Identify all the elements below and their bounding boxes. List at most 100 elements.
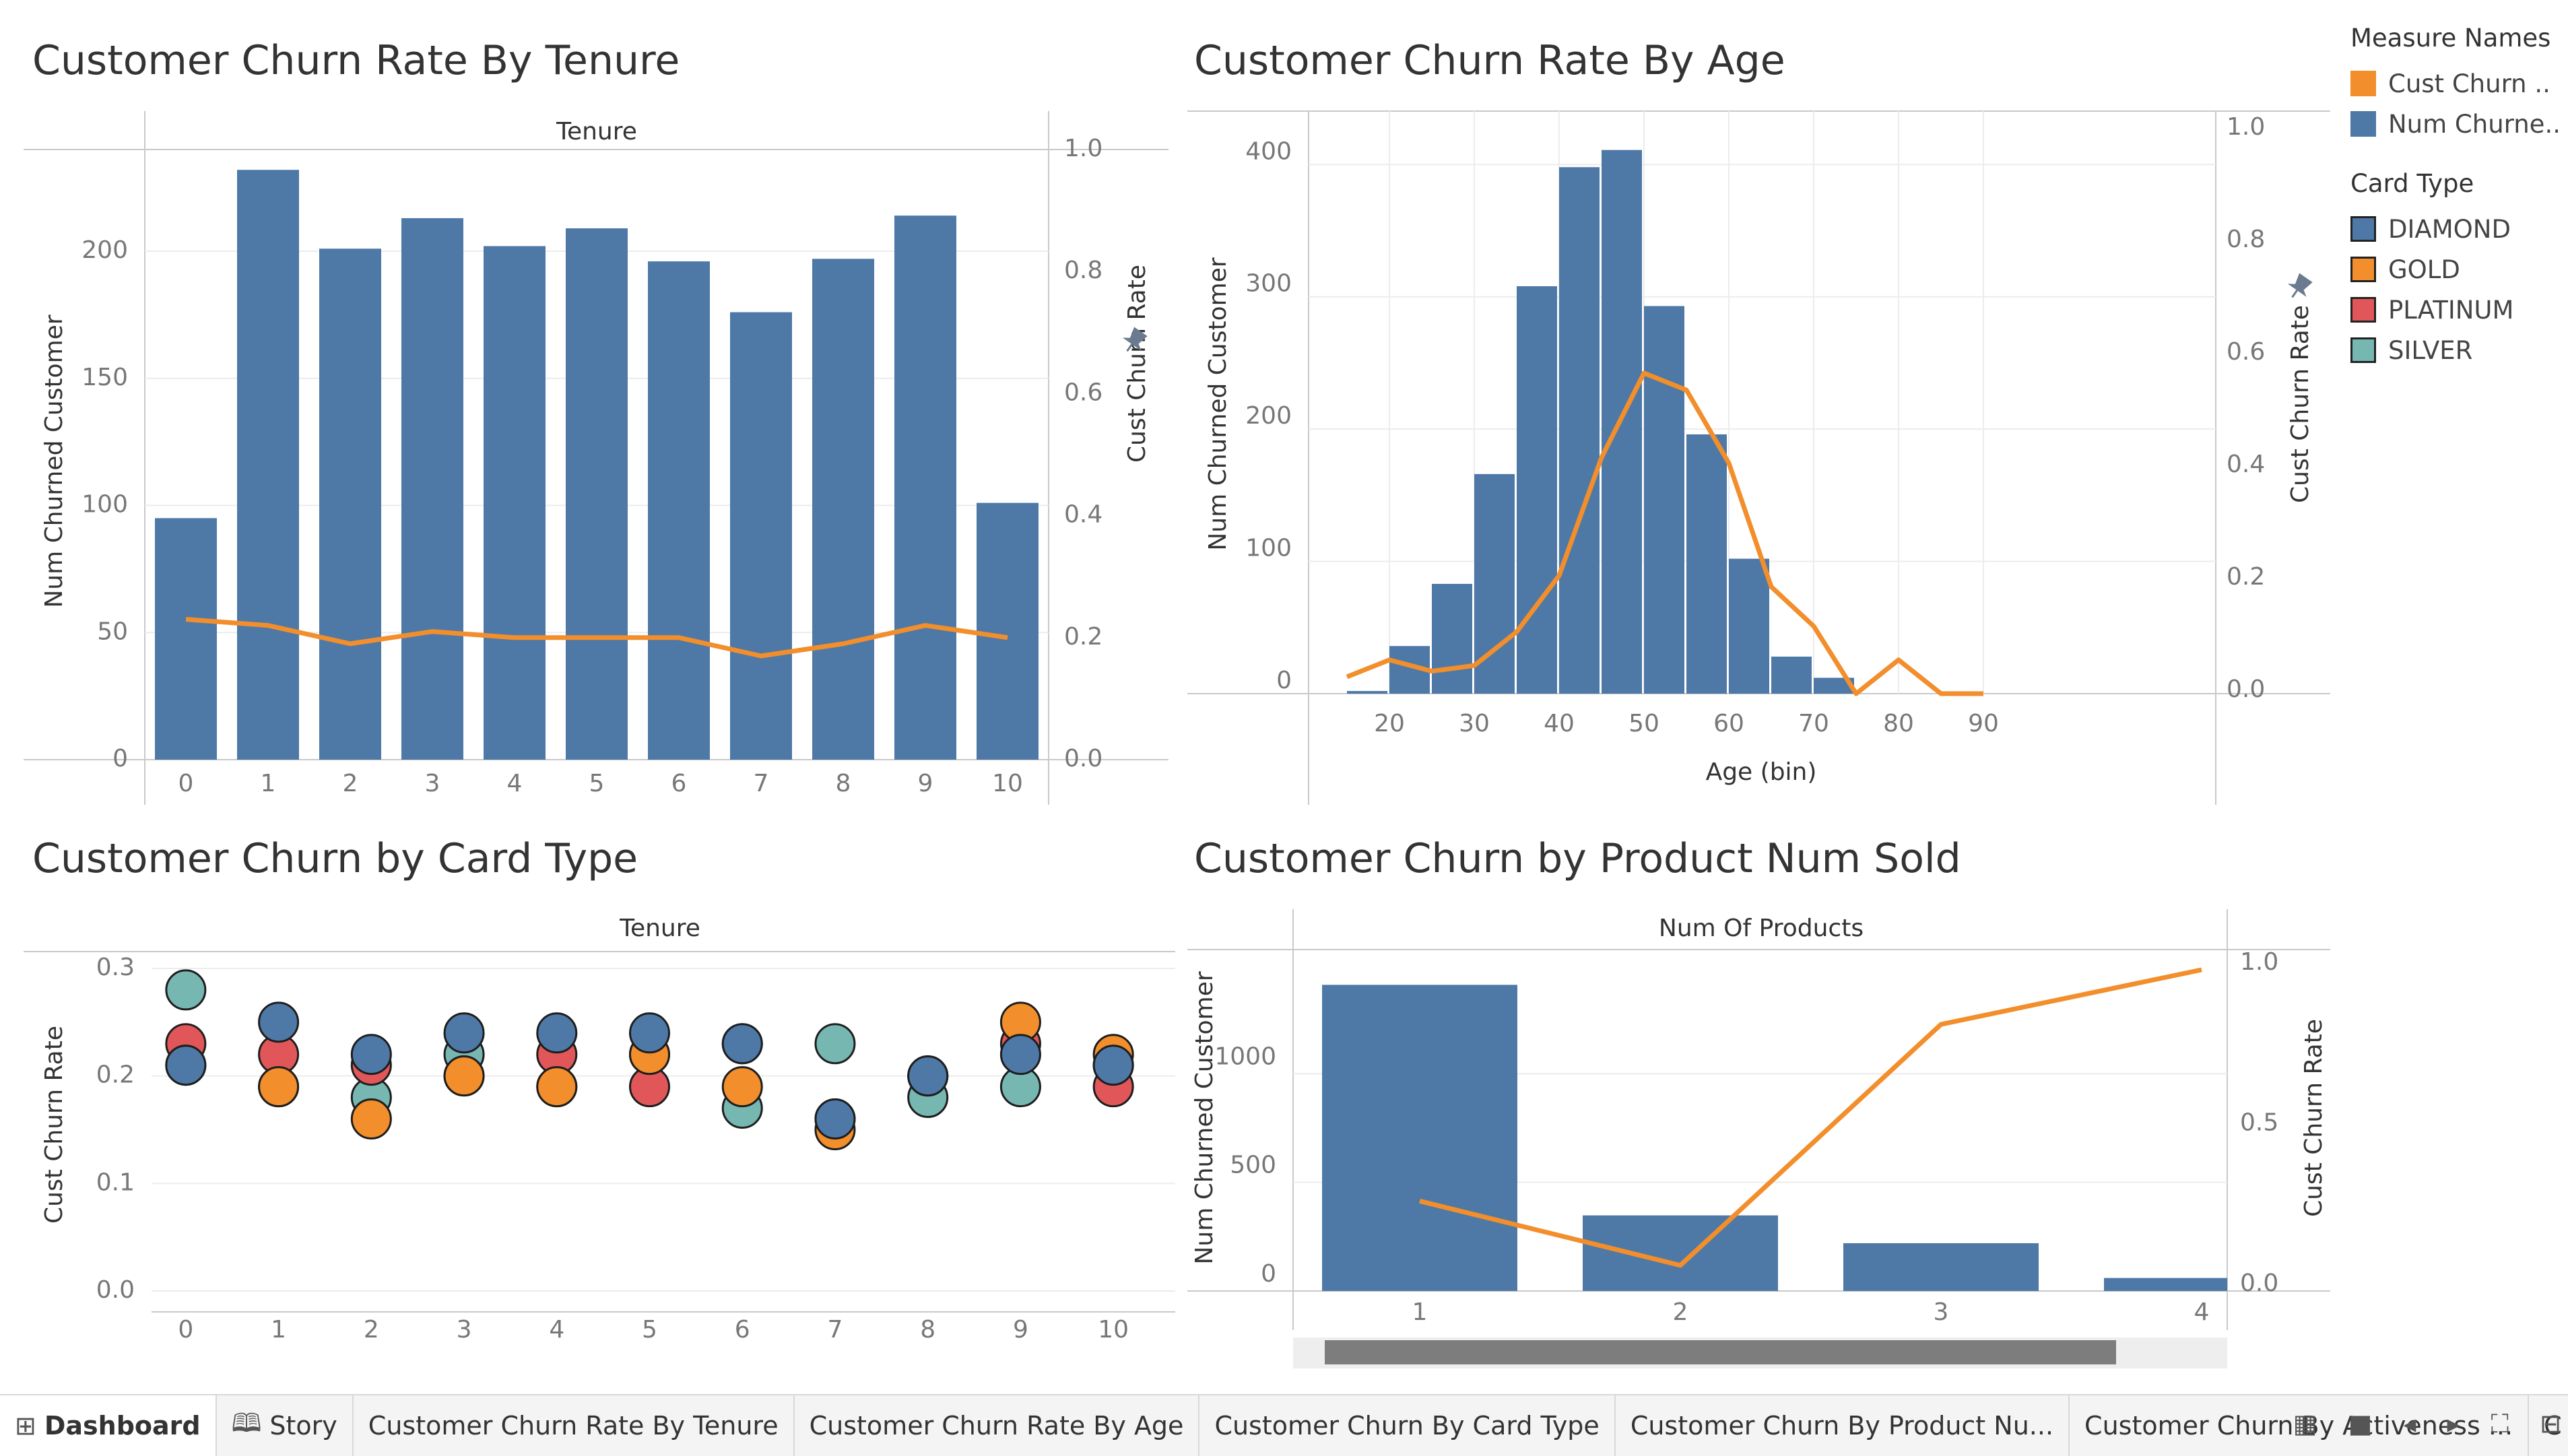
x-tick-label: 2	[343, 770, 358, 797]
y-axis-title: Num Churned Customer	[1204, 257, 1232, 551]
x-tick-label: 0	[178, 770, 194, 797]
age-bin-bar	[1517, 286, 1557, 694]
tab-label: Story	[269, 1411, 337, 1441]
product-bar	[1843, 1243, 2039, 1291]
y-tick-label: 100	[1245, 535, 1292, 562]
y-tick-label: 500	[1230, 1152, 1276, 1179]
x-tick-label: 0	[178, 1316, 193, 1344]
show-tabs-icon[interactable]: ■	[2348, 1409, 2373, 1438]
y-tick-label: 150	[81, 364, 128, 391]
x-tick-label: 5	[589, 770, 605, 797]
x-tick-label: 7	[828, 1316, 843, 1344]
x-axis-title: Age (bin)	[1706, 758, 1817, 786]
y-tick-label: 0	[1276, 667, 1292, 694]
age-churn-rate-line	[1346, 370, 1983, 696]
legend-item-silver[interactable]: SILVER	[2350, 330, 2561, 370]
x-tick-label: 10	[992, 770, 1023, 797]
x-tick-label: 3	[1934, 1298, 1949, 1326]
x-tick-label: 10	[1098, 1316, 1129, 1344]
card-point-diamond	[258, 1001, 300, 1043]
age-chart-title: Customer Churn Rate By Age	[1194, 37, 1785, 84]
product-chart-title: Customer Churn by Product Num Sold	[1194, 835, 1961, 882]
card-point-silver	[814, 1023, 856, 1065]
present-icon[interactable]: ⊟	[2540, 1409, 2561, 1438]
age-bin-bar	[1644, 306, 1684, 694]
legend-swatch	[2350, 257, 2376, 282]
tab-label: Dashboard	[44, 1411, 201, 1441]
y2-tick-label: 0.6	[1064, 378, 1102, 406]
tab-story[interactable]: 🕮 Story	[217, 1395, 354, 1456]
x-tick-label: 1	[271, 1316, 286, 1344]
legend-swatch	[2350, 337, 2376, 363]
tab-label: Customer Churn By Product Nu...	[1630, 1411, 2054, 1441]
x-tick-label: 8	[920, 1316, 935, 1344]
y-axis-title: Num Churned Customer	[1191, 971, 1218, 1265]
age-bin-bar	[1729, 558, 1769, 694]
legend-item-cust-churn[interactable]: Cust Churn ..	[2350, 63, 2561, 104]
legend-swatch	[2350, 71, 2376, 96]
x-tick-label: 6	[671, 770, 687, 797]
y-tick-label: 300	[1245, 270, 1292, 298]
y2-tick-label: 0.2	[1064, 623, 1102, 651]
tab-churn-by-activeness[interactable]: Customer Churn By Activeness ...	[2070, 1395, 2530, 1456]
scrollbar-thumb[interactable]	[1325, 1340, 2116, 1364]
x-tick-label: 1	[1412, 1298, 1428, 1326]
dashboard-icon: ⊞	[15, 1411, 36, 1441]
legend-item-platinum[interactable]: PLATINUM	[2350, 290, 2561, 330]
card-point-silver	[165, 969, 207, 1011]
legend-item-gold[interactable]: GOLD	[2350, 249, 2561, 290]
y-tick-label: 200	[1245, 402, 1292, 430]
age-bin-bar	[1686, 434, 1727, 694]
tab-churn-by-card-type[interactable]: Customer Churn By Card Type	[1199, 1395, 1616, 1456]
y2-tick-label: 0.4	[1064, 501, 1102, 529]
tenure-bar	[977, 502, 1039, 760]
filmstrip-icon[interactable]: ▦	[2293, 1409, 2317, 1438]
x-tick-label: 9	[1013, 1316, 1028, 1344]
legend-item-diamond[interactable]: DIAMOND	[2350, 209, 2561, 249]
legend-label: Num Churne..	[2388, 109, 2561, 139]
card-point-diamond	[536, 1012, 578, 1054]
y2-tick-label: 0.0	[1064, 745, 1102, 772]
y-tick-label: 0.3	[96, 954, 135, 981]
card-point-diamond	[350, 1034, 392, 1076]
x-tick-label: 30	[1459, 710, 1490, 737]
x-tick-label: 5	[642, 1316, 657, 1344]
age-bin-bar	[1474, 473, 1515, 694]
y2-tick-label: 0.8	[2227, 226, 2265, 253]
tab-churn-by-tenure[interactable]: Customer Churn Rate By Tenure	[354, 1395, 795, 1456]
card-point-diamond	[999, 1034, 1041, 1076]
tenure-bar	[566, 228, 628, 760]
legend-label: DIAMOND	[2388, 214, 2511, 244]
card-point-diamond	[629, 1012, 670, 1054]
legend-item-num-churned[interactable]: Num Churne..	[2350, 104, 2561, 144]
fullscreen-icon[interactable]: ⛶	[2491, 1409, 2509, 1438]
x-tick-label: 6	[735, 1316, 750, 1344]
card-point-diamond	[907, 1055, 949, 1097]
x-tick-label: 3	[457, 1316, 472, 1344]
next-sheet-icon[interactable]: ▸	[2447, 1409, 2460, 1438]
tab-dashboard[interactable]: ⊞ Dashboard	[0, 1395, 217, 1456]
y-tick-label: 50	[97, 618, 128, 645]
tab-label: Customer Churn By Activeness ...	[2084, 1411, 2513, 1441]
tab-churn-by-product[interactable]: Customer Churn By Product Nu...	[1616, 1395, 2070, 1456]
card-point-diamond	[1092, 1045, 1134, 1086]
sheet-tab-bar: ⊞ Dashboard 🕮 Story Customer Churn Rate By…	[0, 1394, 2568, 1456]
tab-overflow[interactable]: C	[2529, 1395, 2568, 1456]
y2-tick-label: 1.0	[1064, 135, 1102, 162]
y2-axis-title: Cust Churn Rate	[2286, 305, 2314, 503]
y-tick-label: 0.2	[96, 1061, 135, 1089]
previous-sheet-icon[interactable]: ◂	[2403, 1409, 2416, 1438]
y2-tick-label: 0.8	[1064, 257, 1102, 284]
x-tick-label: 4	[549, 1316, 564, 1344]
y2-tick-label: 1.0	[2227, 113, 2265, 141]
legend-swatch	[2350, 111, 2376, 137]
card-point-diamond	[165, 1045, 207, 1086]
tenure-bar	[894, 216, 956, 760]
tenure-bar	[155, 518, 217, 760]
card-point-diamond	[443, 1012, 485, 1054]
card-point-gold	[536, 1066, 578, 1108]
product-churn-rate-line	[1419, 967, 2202, 1268]
product-header-label: Num Of Products	[1659, 915, 1864, 942]
tenure-header-label: Tenure	[556, 118, 637, 145]
tab-churn-by-age[interactable]: Customer Churn Rate By Age	[795, 1395, 1200, 1456]
